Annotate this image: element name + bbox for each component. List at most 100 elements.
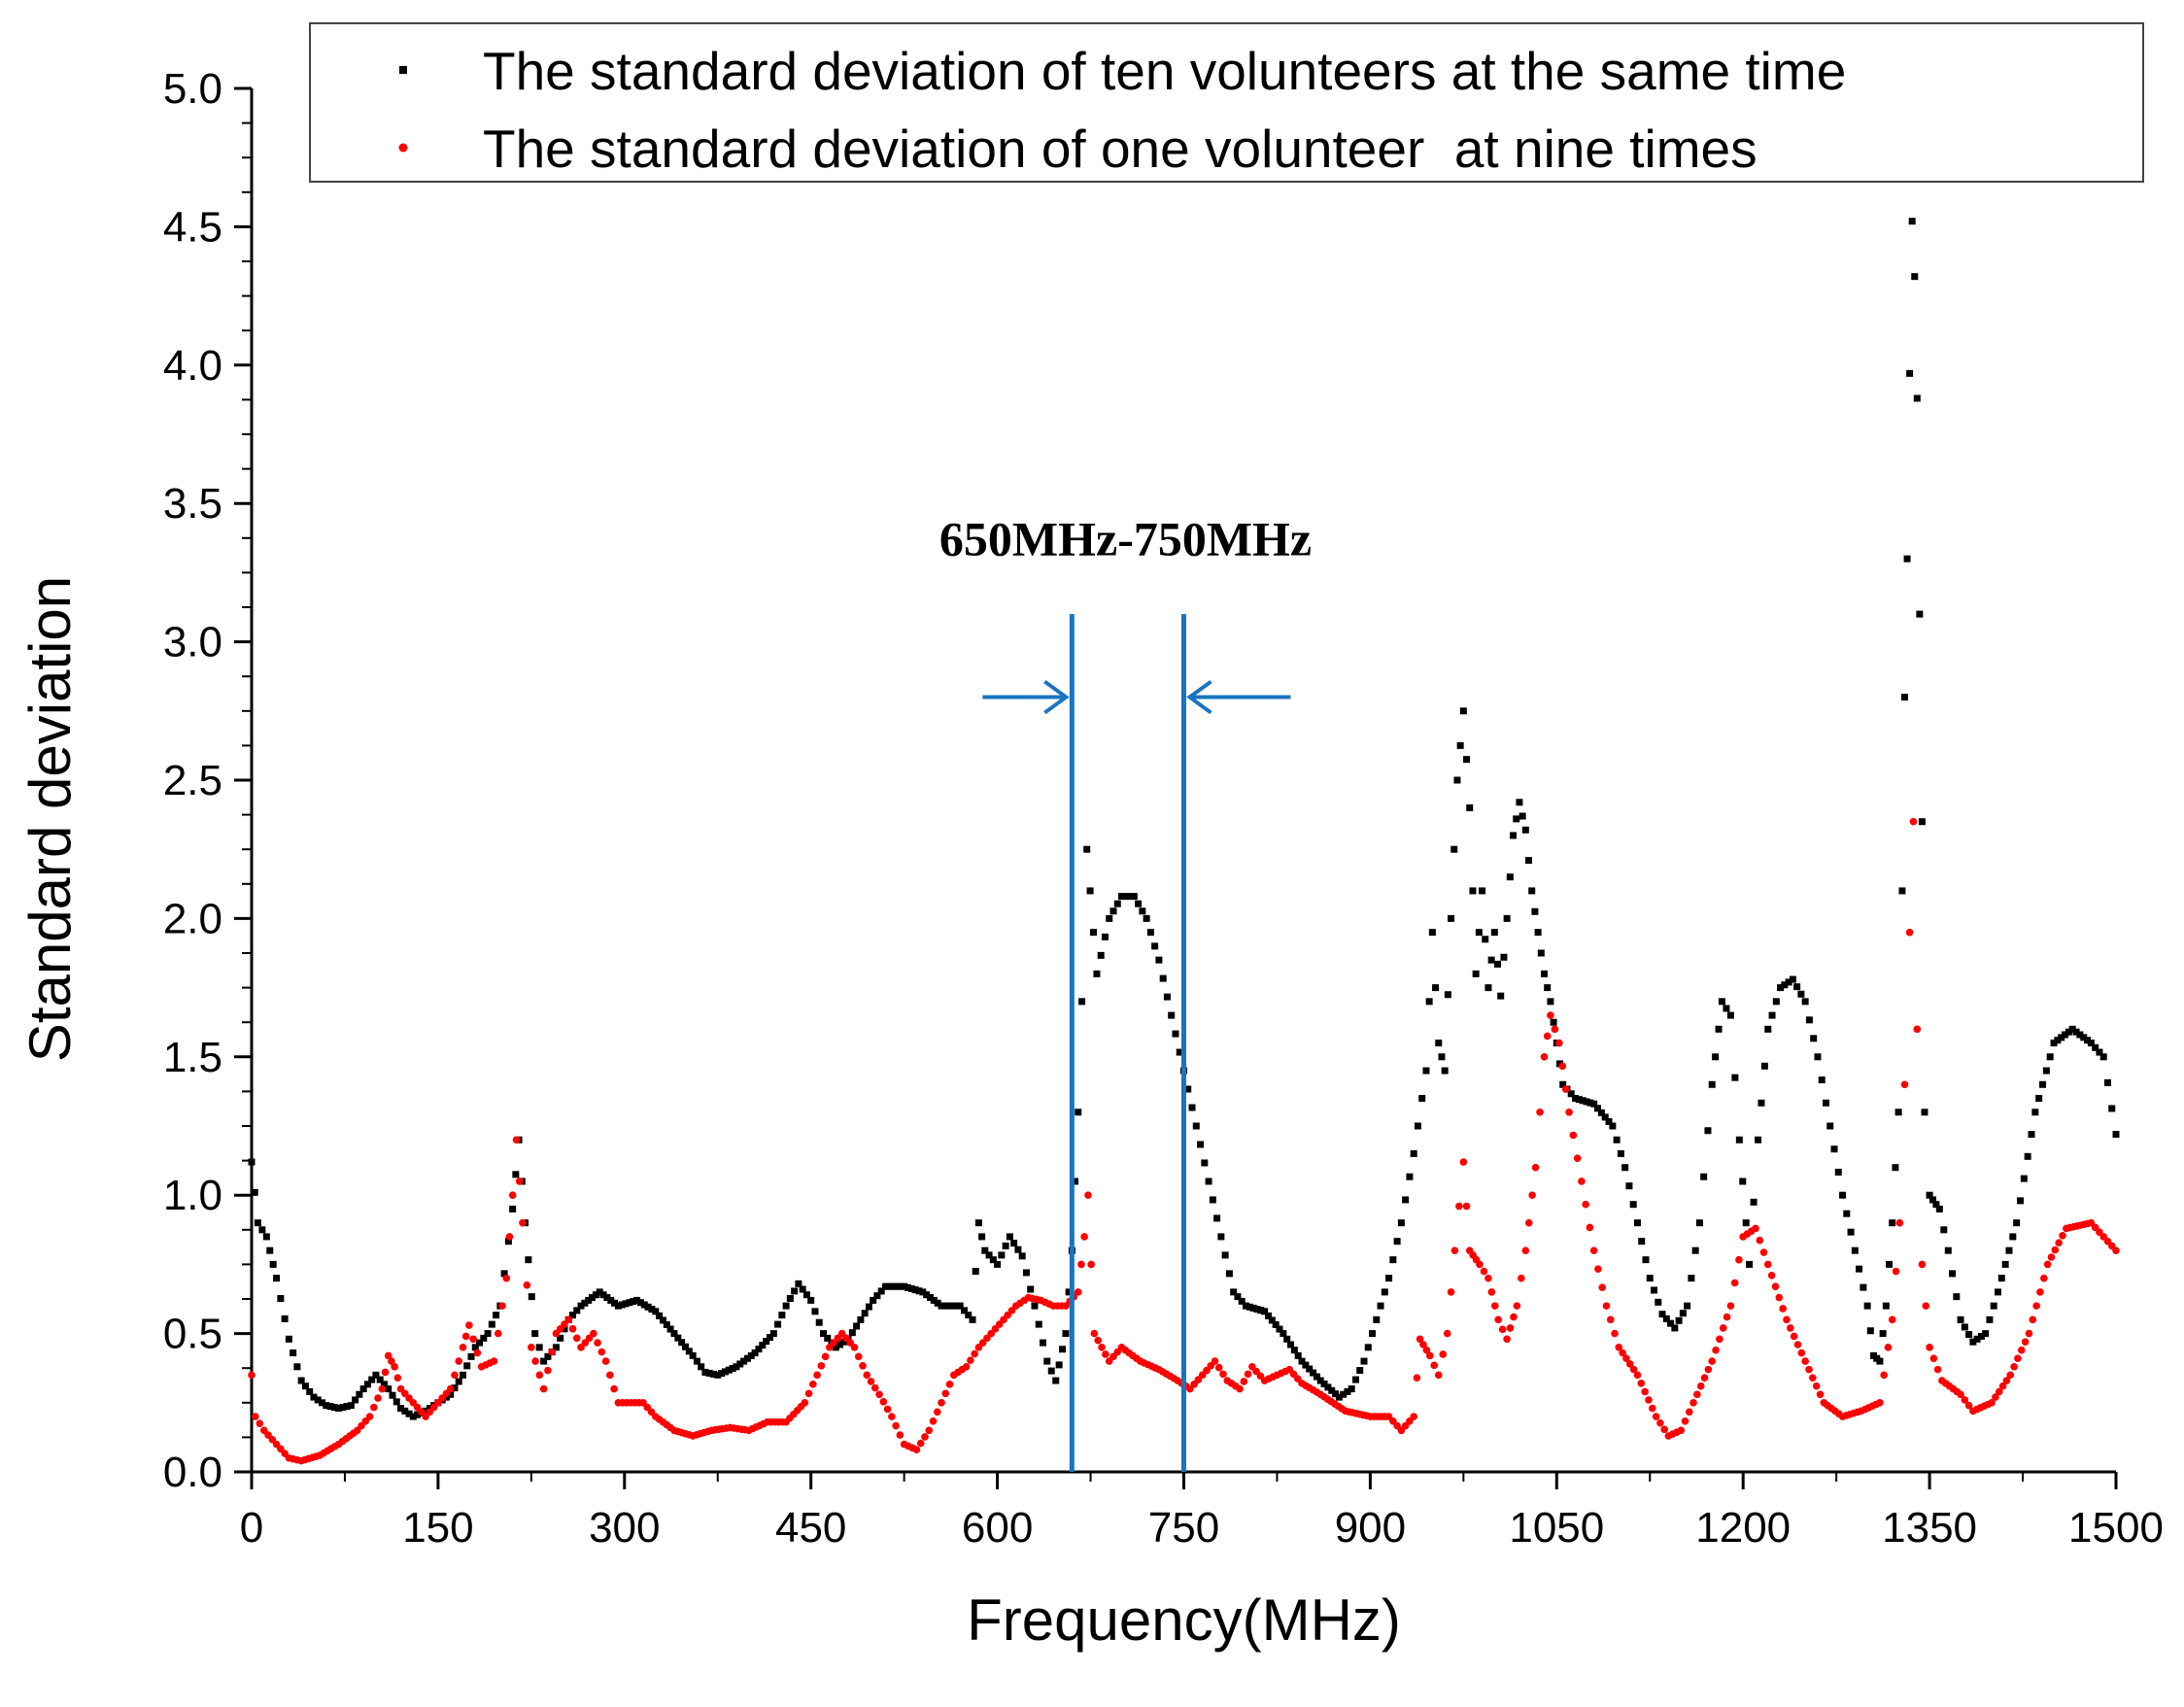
data-point	[1236, 1384, 1244, 1393]
data-point	[1075, 1109, 1082, 1116]
data-point	[2076, 1031, 2084, 1039]
data-point	[573, 1307, 581, 1314]
data-point	[528, 1293, 535, 1301]
data-point	[801, 1399, 809, 1407]
data-point	[1497, 992, 1505, 1000]
x-tick-label: 0	[240, 1504, 263, 1552]
data-point	[1621, 1164, 1629, 1172]
data-point	[539, 1384, 548, 1393]
data-point	[1340, 1390, 1348, 1398]
data-point	[1040, 1339, 1047, 1347]
data-point	[1479, 887, 1486, 895]
data-point	[256, 1419, 264, 1427]
data-point	[385, 1385, 392, 1393]
data-point	[594, 1339, 601, 1347]
data-point	[622, 1300, 630, 1308]
data-point	[1756, 1236, 1764, 1245]
data-point	[2058, 1034, 2065, 1041]
data-point	[985, 1251, 993, 1259]
data-point	[2029, 1315, 2037, 1324]
data-point	[2054, 1037, 2062, 1044]
data-point	[1886, 1260, 1894, 1268]
data-point	[1500, 953, 1508, 961]
data-point	[1998, 1382, 2007, 1390]
data-point	[755, 1346, 763, 1353]
data-point	[1364, 1344, 1372, 1351]
data-point	[1242, 1302, 1249, 1310]
data-point	[1448, 914, 1455, 922]
data-point	[644, 1303, 652, 1311]
data-point	[1426, 1351, 1434, 1360]
data-point	[1602, 1302, 1611, 1310]
data-point	[1629, 1201, 1637, 1209]
data-point	[1601, 1113, 1609, 1121]
data-point	[1790, 1332, 1798, 1341]
data-point	[685, 1348, 693, 1355]
data-point	[1633, 1371, 1642, 1380]
data-point	[1704, 1365, 1713, 1374]
data-point	[323, 1402, 330, 1410]
data-point	[473, 1349, 482, 1357]
data-point	[476, 1339, 484, 1347]
data-point	[1719, 1324, 1727, 1332]
data-point	[930, 1296, 938, 1304]
data-point	[446, 1384, 455, 1393]
data-point	[269, 1260, 277, 1268]
data-point	[1536, 1108, 1544, 1116]
data-point	[1450, 845, 1458, 853]
data-point	[1487, 956, 1495, 964]
data-point	[1324, 1383, 1332, 1391]
data-point	[484, 1330, 492, 1338]
data-point	[1785, 978, 1792, 986]
data-point	[1443, 1329, 1451, 1338]
data-point	[1571, 1095, 1579, 1103]
data-point	[2032, 1302, 2040, 1310]
data-point	[2009, 1233, 2017, 1241]
data-point	[1781, 981, 1789, 989]
data-point	[606, 1371, 614, 1380]
x-tick-label: 600	[962, 1504, 1033, 1552]
x-tick-label: 300	[589, 1504, 660, 1552]
data-point	[1410, 1149, 1417, 1157]
data-point	[769, 1330, 777, 1338]
data-point	[1818, 1076, 1826, 1084]
data-point	[1418, 1095, 1426, 1103]
data-point	[962, 1362, 971, 1371]
data-point	[1268, 1316, 1276, 1324]
data-point	[1475, 929, 1483, 937]
data-point	[1926, 1344, 1933, 1351]
data-point	[1712, 1053, 1720, 1061]
data-point	[447, 1390, 455, 1398]
data-point	[525, 1256, 532, 1264]
data-point	[372, 1371, 380, 1379]
data-point	[1534, 929, 1542, 937]
data-point	[592, 1291, 599, 1299]
data-point	[896, 1431, 904, 1439]
data-point	[285, 1335, 292, 1343]
data-point	[1768, 1011, 1776, 1019]
data-point	[1977, 1332, 1985, 1340]
data-point	[875, 1390, 883, 1399]
data-point	[889, 1282, 897, 1290]
data-point	[248, 1371, 256, 1380]
data-point	[2035, 1095, 2043, 1103]
data-point	[960, 1307, 968, 1314]
data-point	[1911, 273, 1919, 281]
data-point	[733, 1363, 740, 1371]
data-point	[934, 1299, 941, 1307]
data-point	[1083, 845, 1091, 853]
data-point	[1469, 887, 1477, 895]
data-point	[832, 1344, 839, 1351]
data-point	[1410, 1413, 1417, 1420]
data-point	[1490, 1302, 1499, 1310]
data-point	[488, 1320, 495, 1328]
data-point	[1750, 1198, 1757, 1206]
data-point	[384, 1351, 392, 1360]
data-point	[1590, 1100, 1598, 1108]
data-point	[1641, 1387, 1649, 1396]
data-point	[318, 1399, 325, 1407]
data-point	[969, 1315, 976, 1323]
data-point	[1113, 900, 1121, 907]
data-point	[1510, 832, 1518, 839]
data-point	[807, 1296, 815, 1304]
